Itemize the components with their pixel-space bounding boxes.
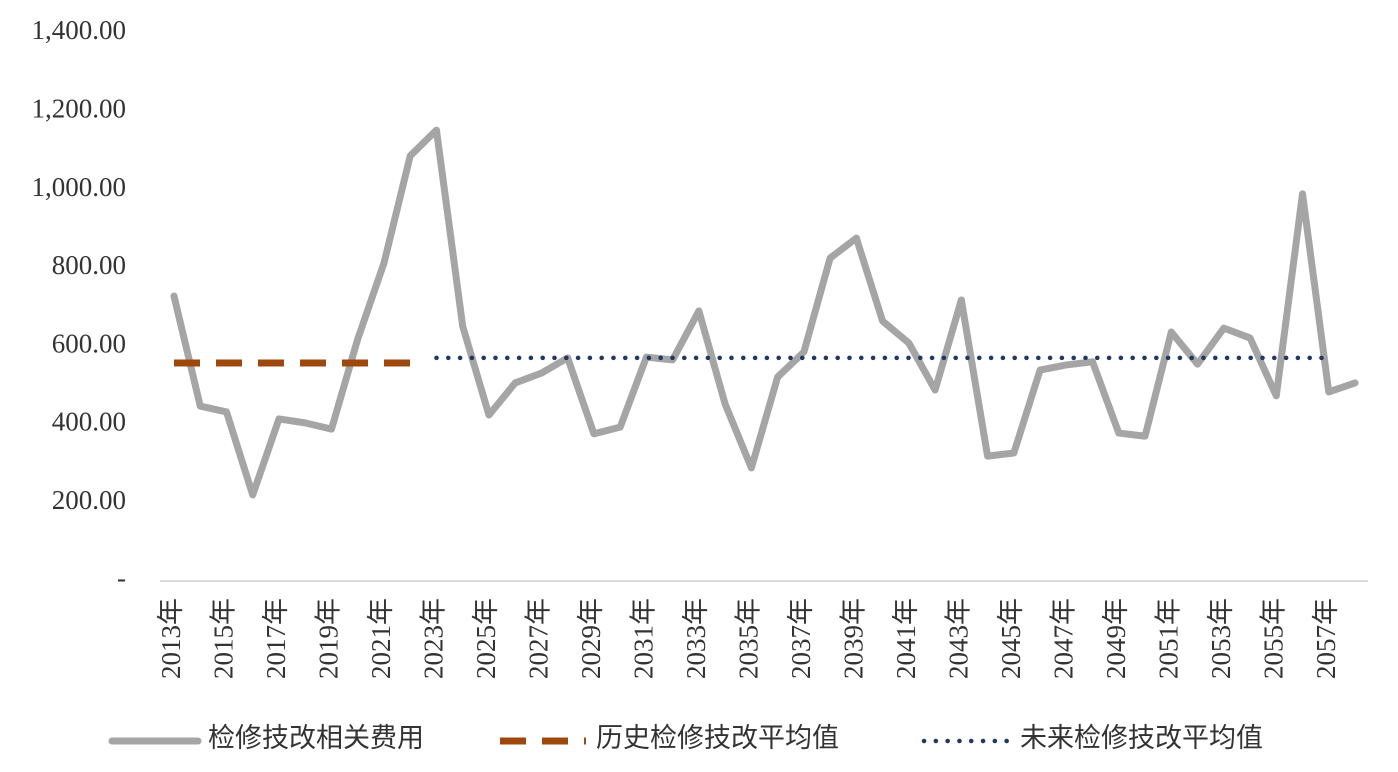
legend-label: 历史检修技改平均值 <box>596 723 839 753</box>
x-tick-label: 2043年 <box>944 598 974 679</box>
y-tick-label: 200.00 <box>52 485 126 515</box>
x-tick-label: 2031年 <box>629 598 659 679</box>
y-tick-label: 800.00 <box>52 250 126 280</box>
x-tick-label: 2027年 <box>524 598 554 679</box>
legend-label: 检修技改相关费用 <box>208 723 424 753</box>
x-tick-label: 2037年 <box>786 598 816 679</box>
x-tick-label: 2033年 <box>681 598 711 679</box>
x-tick-label: 2053年 <box>1206 598 1236 679</box>
series-line <box>170 126 1359 499</box>
x-tick-label: 2015年 <box>209 598 239 679</box>
x-tick-label: 2049年 <box>1101 598 1131 679</box>
legend-label: 未来检修技改平均值 <box>1020 723 1263 753</box>
x-tick-label: 2021年 <box>366 598 396 679</box>
x-tick-label: 2025年 <box>471 598 501 679</box>
legend-item: 历史检修技改平均值 <box>500 723 839 753</box>
legend-item: 检修技改相关费用 <box>108 723 424 753</box>
x-tick-label: 2057年 <box>1311 598 1341 679</box>
x-tick-label: 2045年 <box>996 598 1026 679</box>
x-tick-label: 2013年 <box>156 598 186 679</box>
x-tick-label: 2047年 <box>1049 598 1079 679</box>
y-tick-label: 1,200.00 <box>32 93 127 123</box>
x-tick-label: 2051年 <box>1153 598 1183 679</box>
y-tick-label: 1,000.00 <box>32 172 127 202</box>
x-tick-label: 2055年 <box>1258 598 1288 679</box>
x-tick-label: 2017年 <box>261 598 291 679</box>
y-tick-label: - <box>117 563 126 593</box>
x-tick-label: 2023年 <box>419 598 449 679</box>
x-tick-label: 2039年 <box>839 598 869 679</box>
x-tick-label: 2019年 <box>314 598 344 679</box>
y-tick-label: 400.00 <box>52 407 126 437</box>
legend-item: 未来检修技改平均值 <box>921 723 1263 753</box>
x-tick-label: 2041年 <box>891 598 921 679</box>
y-tick-label: 1,400.00 <box>32 15 127 45</box>
y-tick-label: 600.00 <box>52 328 126 358</box>
x-tick-label: 2035年 <box>734 598 764 679</box>
x-tick-label: 2029年 <box>576 598 606 679</box>
